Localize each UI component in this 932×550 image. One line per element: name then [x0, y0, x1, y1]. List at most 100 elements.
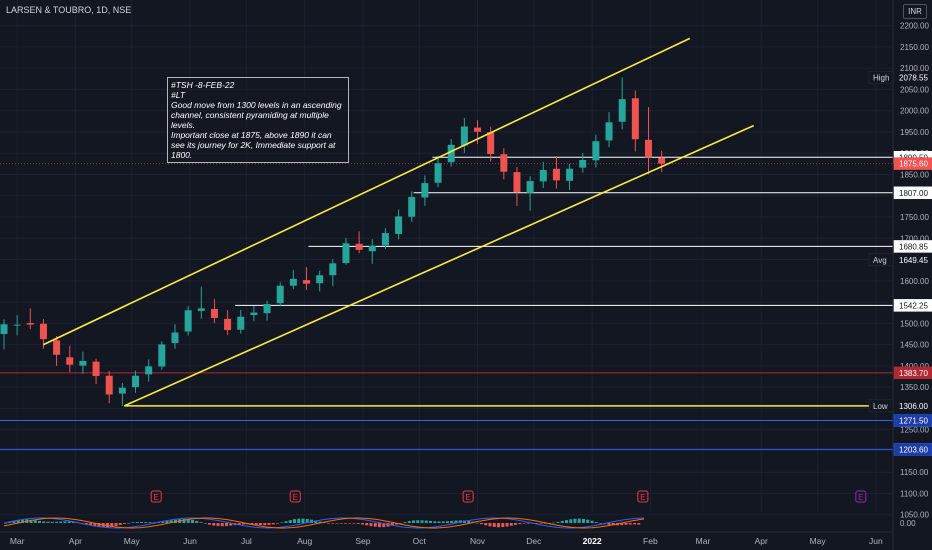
price-badge: [893, 157, 932, 170]
price-value: 1807.00: [899, 189, 928, 198]
osc-bar: [599, 523, 602, 524]
osc-bar: [131, 522, 135, 523]
osc-bar: [161, 521, 165, 523]
candle-41: [539, 161, 547, 188]
event-badge: [289, 490, 301, 503]
price-badge: [893, 240, 932, 253]
earnings-event-icon: E: [637, 490, 649, 503]
candle-body: [210, 309, 218, 318]
price-tick-17: 1350.00: [900, 383, 929, 392]
osc-bar: [203, 523, 207, 524]
candle-4: [53, 335, 61, 366]
candle-22: [289, 269, 297, 290]
event-badge: [462, 490, 474, 503]
event-badge: [855, 490, 867, 503]
osc-bar: [518, 523, 522, 525]
osc-bar: [420, 520, 424, 523]
candle-body: [171, 332, 179, 344]
candle-body: [408, 196, 416, 217]
candle-body: [184, 310, 192, 332]
osc-bar: [407, 521, 411, 523]
osc-bar: [263, 523, 267, 526]
channel-lower-line: [123, 124, 755, 407]
osc-bar: [220, 523, 224, 527]
candle-body: [526, 181, 534, 193]
price-label-9: 1271.50: [893, 414, 932, 427]
osc-bar: [458, 520, 462, 523]
time-label-15: Jun: [869, 536, 883, 546]
candle-19: [250, 305, 258, 322]
currency-label[interactable]: INR: [903, 4, 927, 19]
price-label-0: 2078.55 High: [868, 71, 932, 84]
osc-bar: [216, 523, 220, 527]
price-badge: [893, 366, 932, 380]
candle-33: [434, 155, 442, 188]
time-label-14: May: [810, 536, 827, 546]
time-label-12: Mar: [696, 536, 711, 546]
osc-bar: [271, 523, 275, 525]
price-tick-21: 1150.00: [900, 468, 929, 477]
osc-bar: [46, 521, 50, 523]
symbol-header[interactable]: LARSEN & TOUBRO, 1D, NSE: [6, 5, 132, 15]
candle-11: [145, 359, 153, 382]
osc-bar: [556, 521, 560, 523]
candle-0: [0, 319, 8, 350]
candle-body: [276, 285, 284, 304]
price-label-8: 1306.00 Low: [868, 399, 932, 413]
osc-bar: [127, 522, 131, 524]
osc-bar: [586, 519, 590, 523]
candle-body: [250, 312, 258, 316]
candle-body: [289, 278, 297, 286]
price-value: 1649.45: [899, 256, 928, 265]
osc-bar: [55, 521, 58, 523]
osc-bar: [339, 523, 343, 524]
osc-bar: [110, 523, 114, 527]
candle-2: [26, 308, 34, 330]
price-tick-14: 1500.00: [900, 319, 929, 328]
osc-bar: [560, 521, 564, 523]
event-badge: [150, 490, 162, 503]
candle-body: [487, 132, 495, 154]
osc-bar: [16, 519, 20, 523]
osc-bar: [254, 523, 258, 525]
price-badge: [893, 253, 932, 267]
earnings-event-icon: E: [150, 490, 162, 503]
price-tag-label: Avg: [873, 256, 887, 265]
price-value: 1542.25: [899, 301, 928, 310]
osc-bar: [63, 521, 67, 523]
event-label: E: [640, 493, 645, 502]
osc-bar: [539, 523, 543, 524]
candle-body: [105, 375, 113, 395]
osc-bar: [573, 518, 577, 523]
time-label-6: Sep: [355, 536, 370, 546]
candle-46: [605, 112, 613, 148]
price-value: 1875.60: [899, 160, 928, 169]
price-value: 1271.50: [899, 417, 928, 426]
candle-body: [53, 340, 61, 355]
candle-21: [276, 282, 284, 307]
price-tick-7: 1850.00: [900, 170, 929, 179]
osc-bar: [628, 523, 632, 525]
osc-bar: [433, 521, 437, 523]
osc-bar: [441, 521, 445, 523]
candle-5: [66, 345, 74, 372]
candle-42: [552, 156, 560, 189]
candle-40: [526, 176, 534, 211]
osc-bar: [552, 522, 556, 524]
osc-bar: [199, 522, 203, 523]
candle-body: [658, 157, 666, 164]
price-value: 1680.85: [899, 242, 928, 251]
candle-body: [539, 169, 547, 182]
candle-body: [66, 357, 74, 365]
candle-45: [592, 134, 600, 168]
price-tick-19: 1250.00: [900, 426, 929, 435]
price-tick-10: 1700.00: [900, 234, 929, 243]
candle-body: [224, 318, 232, 331]
time-label-10: 2022: [583, 536, 602, 546]
price-tick-9: 1750.00: [900, 213, 929, 222]
candle-35: [460, 118, 468, 154]
candle-32: [421, 175, 429, 206]
price-tag-label: High: [873, 73, 889, 82]
osc-bar: [169, 520, 173, 523]
